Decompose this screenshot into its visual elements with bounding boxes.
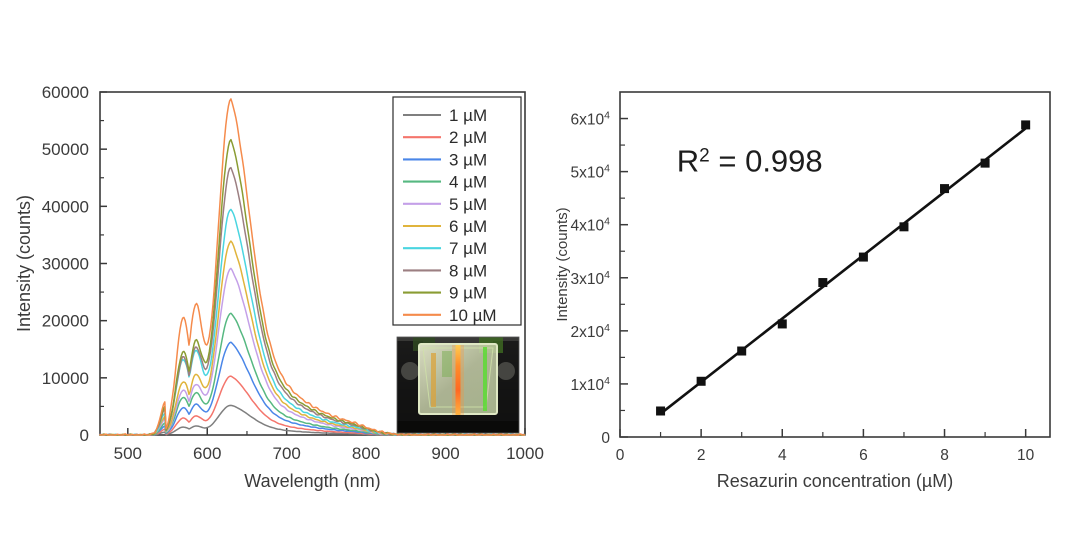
data-point bbox=[980, 158, 990, 168]
data-point bbox=[818, 278, 828, 288]
legend-label-6um: 6 µM bbox=[449, 217, 487, 236]
data-point bbox=[737, 346, 747, 356]
data-point bbox=[777, 319, 787, 329]
inset-amber-edge-left bbox=[431, 353, 436, 407]
y-tick-label: 0 bbox=[601, 430, 610, 447]
legend-label-1um: 1 µM bbox=[449, 106, 487, 125]
x-tick-label: 10 bbox=[1017, 447, 1035, 464]
x-tick-label: 600 bbox=[193, 444, 221, 463]
spectra-legend: 1 µM 2 µM 3 µM 4 µM 5 µM 6 µM 7 µM 8 µM 9 µM 10 µ… bbox=[392, 96, 522, 326]
x-tick-label: 4 bbox=[778, 447, 787, 464]
x-tick-label: 0 bbox=[616, 447, 625, 464]
inset-beam-glow bbox=[452, 345, 464, 415]
y-tick-label: 6x104 bbox=[571, 110, 611, 129]
legend-label-2um: 2 µM bbox=[449, 128, 487, 147]
y-tick-label: 3x104 bbox=[571, 269, 611, 288]
linear-fit-line bbox=[659, 127, 1027, 415]
x-tick-label: 900 bbox=[431, 444, 459, 463]
legend-box bbox=[392, 96, 522, 326]
data-point bbox=[1021, 120, 1031, 130]
y-tick-label: 5x104 bbox=[571, 163, 611, 182]
spectra-series-group bbox=[99, 98, 526, 436]
y-tick-label: 4x104 bbox=[571, 216, 611, 235]
data-point bbox=[899, 222, 909, 232]
y-tick-label: 0 bbox=[80, 426, 89, 445]
legend-label-9um: 9 µM bbox=[449, 284, 487, 303]
y-tick-label: 50000 bbox=[42, 140, 89, 159]
legend-label-10um: 10 µM bbox=[449, 306, 497, 325]
plot-frame bbox=[619, 91, 1051, 438]
spectrum-line-10um bbox=[99, 98, 526, 436]
x-axis-title: Wavelength (nm) bbox=[244, 471, 380, 491]
legend-label-4um: 4 µM bbox=[449, 173, 487, 192]
y-axis-title: Intensity (counts) bbox=[554, 207, 571, 321]
calibration-curve-chart: 0 2 4 6 8 10 0 1x104 2x104 3x104 4x104 5x104 6x104 Re… bbox=[554, 91, 1051, 491]
r-squared-annotation: R2 = 0.998 bbox=[677, 144, 823, 179]
y-tick-label: 1x104 bbox=[571, 375, 611, 394]
emission-spectra-chart: 500 600 700 800 900 1000010000200003000040000… bbox=[14, 83, 544, 491]
inset-green-edge-right bbox=[483, 347, 487, 411]
y-tick-label: 10000 bbox=[42, 369, 89, 388]
x-tick-label: 700 bbox=[272, 444, 300, 463]
x-tick-label: 6 bbox=[859, 447, 868, 464]
legend-label-7um: 7 µM bbox=[449, 239, 487, 258]
x-axis-title: Resazurin concentration (µM) bbox=[717, 471, 953, 491]
data-points-group bbox=[656, 120, 1031, 416]
inset-reflection bbox=[442, 351, 452, 377]
y-tick-label: 2x104 bbox=[571, 322, 611, 341]
x-tick-label: 500 bbox=[114, 444, 142, 463]
y-tick-label: 60000 bbox=[42, 83, 89, 102]
x-tick-label: 1000 bbox=[506, 444, 544, 463]
legend-label-5um: 5 µM bbox=[449, 195, 487, 214]
cuvette-photo-inset bbox=[396, 336, 520, 434]
x-tick-label: 800 bbox=[352, 444, 380, 463]
inset-screw-right bbox=[497, 362, 515, 380]
inset-border bbox=[396, 336, 520, 434]
data-point bbox=[656, 406, 666, 416]
data-point bbox=[696, 376, 706, 386]
x-tick-label: 8 bbox=[940, 447, 949, 464]
panel-calibration-curve: 0 2 4 6 8 10 0 1x104 2x104 3x104 4x104 5x104 6x104 Re… bbox=[545, 0, 1080, 540]
inset-fluorescent-beam bbox=[455, 345, 461, 415]
y-tick-label: 40000 bbox=[42, 197, 89, 216]
y-axis-title: Intensity (counts) bbox=[14, 195, 34, 332]
inset-screw-left bbox=[401, 362, 419, 380]
x-tick-label: 2 bbox=[697, 447, 706, 464]
y-tick-label: 30000 bbox=[42, 255, 89, 274]
data-point bbox=[858, 252, 868, 262]
data-point bbox=[940, 184, 950, 194]
inset-base-shadow bbox=[397, 421, 519, 433]
legend-label-3um: 3 µM bbox=[449, 150, 487, 169]
y-tick-label: 20000 bbox=[42, 312, 89, 331]
legend-label-8um: 8 µM bbox=[449, 261, 487, 280]
panel-emission-spectra: 500 600 700 800 900 1000 0 10000 20000 30000 40000… bbox=[14, 83, 544, 491]
